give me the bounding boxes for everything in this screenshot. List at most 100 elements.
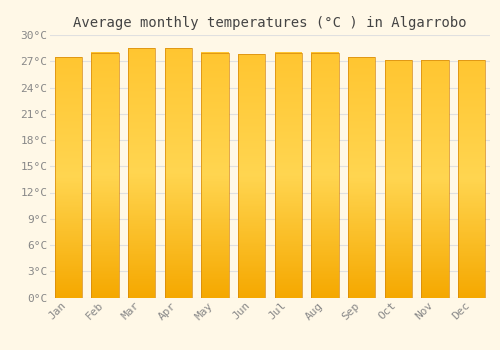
- Bar: [274, 84, 302, 85]
- Bar: [421, 282, 448, 283]
- Bar: [458, 197, 485, 199]
- Bar: [274, 117, 302, 119]
- Bar: [128, 184, 156, 185]
- Bar: [421, 133, 448, 134]
- Bar: [164, 208, 192, 209]
- Bar: [164, 219, 192, 220]
- Bar: [458, 114, 485, 116]
- Bar: [274, 229, 302, 230]
- Bar: [348, 235, 376, 236]
- Bar: [128, 259, 156, 260]
- Bar: [128, 191, 156, 193]
- Bar: [91, 128, 119, 130]
- Bar: [384, 80, 412, 81]
- Bar: [274, 109, 302, 110]
- Bar: [238, 256, 266, 257]
- Bar: [164, 80, 192, 82]
- Bar: [274, 181, 302, 182]
- Bar: [91, 286, 119, 288]
- Bar: [421, 294, 448, 295]
- Bar: [311, 58, 339, 60]
- Bar: [274, 56, 302, 57]
- Bar: [54, 173, 82, 174]
- Bar: [164, 172, 192, 173]
- Bar: [311, 203, 339, 204]
- Bar: [274, 284, 302, 285]
- Bar: [164, 296, 192, 297]
- Bar: [348, 132, 376, 133]
- Bar: [128, 220, 156, 222]
- Bar: [421, 149, 448, 150]
- Bar: [91, 104, 119, 105]
- Bar: [91, 199, 119, 201]
- Bar: [54, 142, 82, 144]
- Bar: [274, 183, 302, 185]
- Bar: [91, 147, 119, 148]
- Bar: [164, 65, 192, 67]
- Bar: [164, 195, 192, 196]
- Bar: [91, 174, 119, 175]
- Bar: [238, 192, 266, 193]
- Bar: [421, 245, 448, 246]
- Bar: [421, 217, 448, 218]
- Bar: [201, 128, 229, 130]
- Bar: [384, 166, 412, 167]
- Bar: [54, 91, 82, 92]
- Bar: [311, 172, 339, 173]
- Bar: [311, 76, 339, 77]
- Bar: [128, 274, 156, 275]
- Bar: [421, 95, 448, 96]
- Bar: [421, 78, 448, 80]
- Bar: [91, 274, 119, 275]
- Bar: [54, 245, 82, 246]
- Bar: [421, 128, 448, 130]
- Bar: [458, 249, 485, 250]
- Bar: [384, 217, 412, 218]
- Bar: [54, 61, 82, 62]
- Bar: [201, 136, 229, 137]
- Bar: [91, 58, 119, 60]
- Bar: [384, 252, 412, 253]
- Bar: [421, 187, 448, 188]
- Bar: [274, 276, 302, 278]
- Bar: [348, 240, 376, 241]
- Bar: [128, 170, 156, 172]
- Bar: [311, 147, 339, 148]
- Bar: [421, 212, 448, 213]
- Bar: [384, 227, 412, 229]
- Bar: [421, 119, 448, 120]
- Bar: [238, 126, 266, 127]
- Bar: [274, 167, 302, 168]
- Bar: [458, 102, 485, 104]
- Bar: [348, 65, 376, 66]
- Bar: [201, 87, 229, 88]
- Bar: [128, 71, 156, 72]
- Bar: [421, 61, 448, 62]
- Bar: [238, 252, 266, 254]
- Bar: [54, 234, 82, 235]
- Bar: [274, 237, 302, 239]
- Bar: [311, 170, 339, 171]
- Bar: [201, 154, 229, 155]
- Bar: [201, 134, 229, 136]
- Bar: [311, 124, 339, 125]
- Bar: [164, 116, 192, 117]
- Bar: [311, 188, 339, 190]
- Bar: [91, 261, 119, 262]
- Bar: [164, 266, 192, 267]
- Bar: [421, 70, 448, 71]
- Bar: [458, 90, 485, 92]
- Bar: [164, 143, 192, 144]
- Bar: [164, 259, 192, 260]
- Bar: [458, 275, 485, 276]
- Bar: [201, 234, 229, 235]
- Bar: [128, 187, 156, 188]
- Bar: [201, 160, 229, 162]
- Bar: [201, 93, 229, 94]
- Bar: [238, 122, 266, 124]
- Bar: [91, 235, 119, 236]
- Bar: [348, 225, 376, 226]
- Bar: [164, 203, 192, 204]
- Bar: [128, 295, 156, 296]
- Bar: [54, 99, 82, 100]
